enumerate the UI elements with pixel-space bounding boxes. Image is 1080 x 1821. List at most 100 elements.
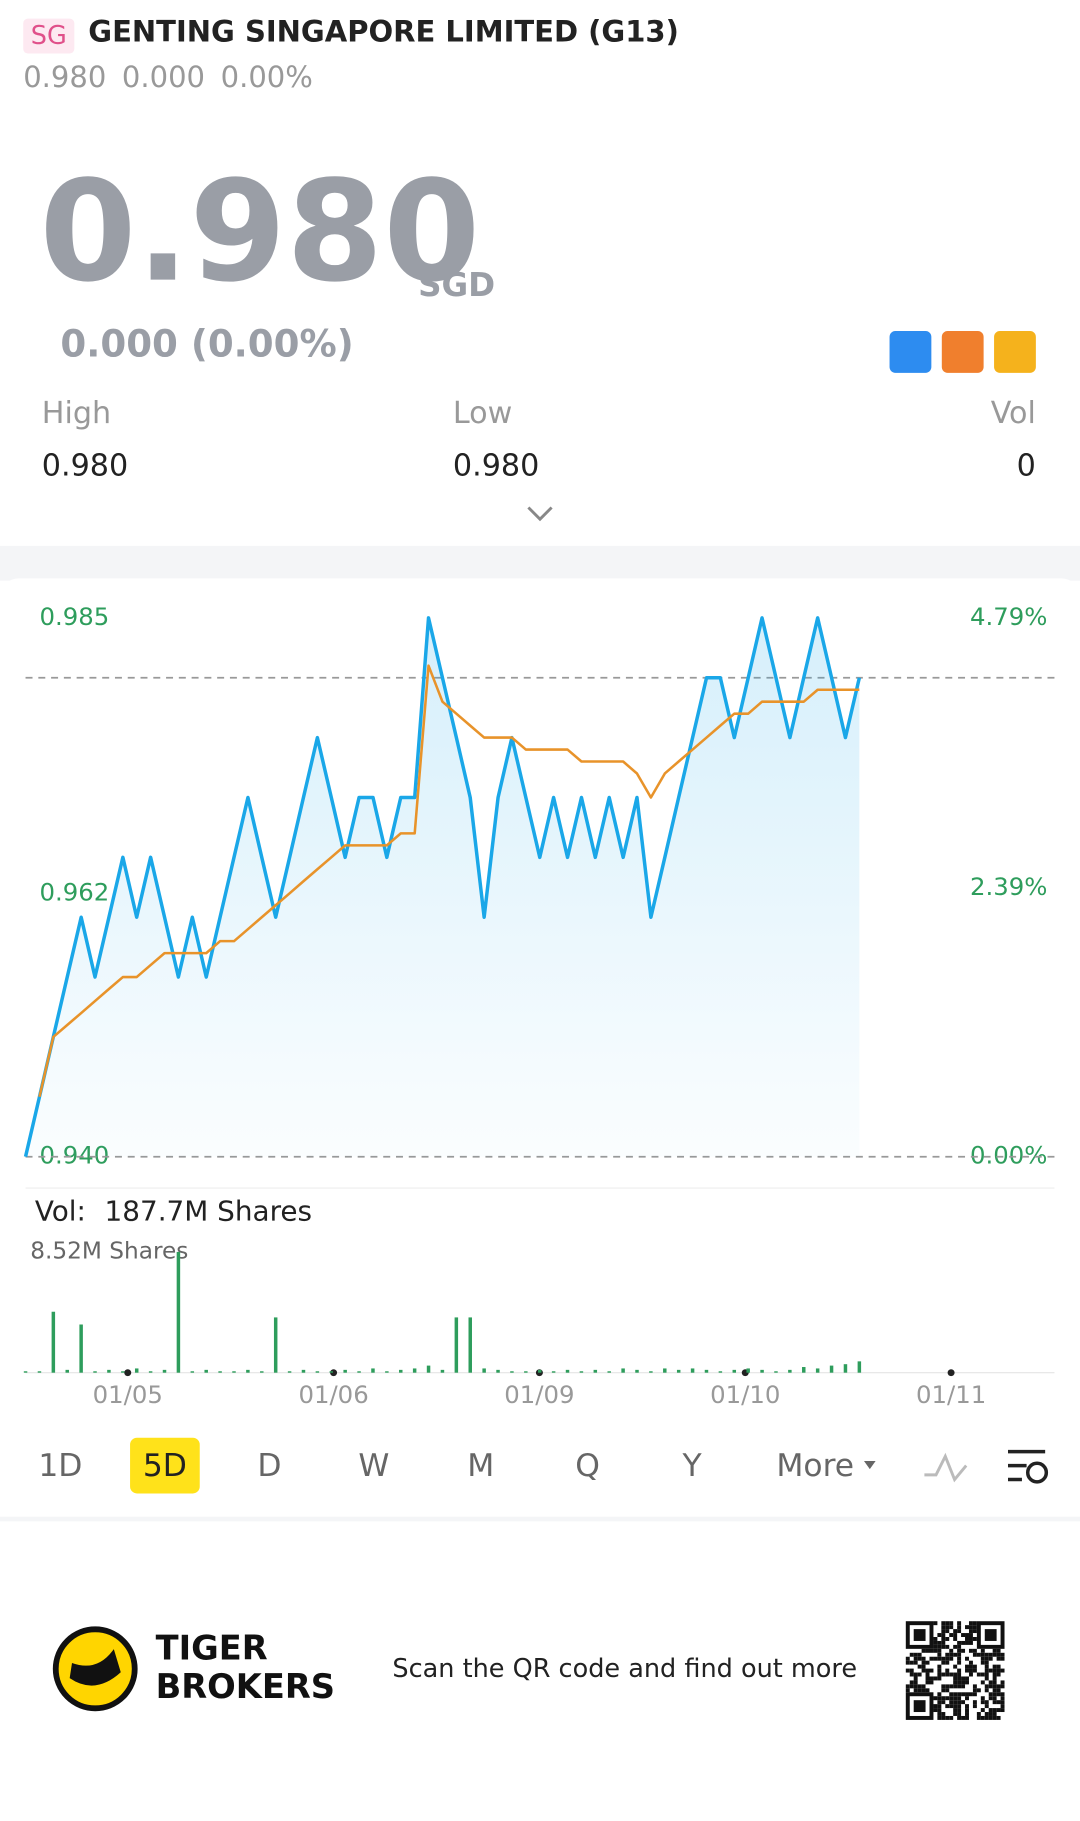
- qr-cell: [953, 1680, 958, 1685]
- qr-cell: [996, 1700, 1001, 1705]
- qr-cell: [972, 1637, 977, 1641]
- qr-cell: [949, 1700, 954, 1705]
- qr-cell: [980, 1656, 985, 1661]
- qr-cell: [945, 1625, 950, 1630]
- qr-cell: [992, 1668, 997, 1673]
- indicator-icon[interactable]: [924, 1452, 968, 1483]
- volume-total: 187.7M Shares: [105, 1194, 313, 1227]
- icon-dollar[interactable]: [994, 331, 1036, 373]
- x-tick-label: 01/05: [93, 1380, 163, 1409]
- qr-cell: [957, 1672, 962, 1677]
- tab[interactable]: D: [257, 1448, 281, 1484]
- qr-finder: [976, 1621, 1005, 1649]
- qr-cell: [984, 1704, 989, 1709]
- qr-cell: [957, 1652, 962, 1657]
- qr-cell: [1000, 1680, 1005, 1685]
- qr-cell: [976, 1712, 981, 1716]
- qr-cell: [992, 1692, 997, 1697]
- qr-cell: [957, 1700, 962, 1705]
- qr-cell: [961, 1648, 966, 1653]
- qr-cell: [980, 1672, 985, 1677]
- tab[interactable]: W: [358, 1448, 389, 1484]
- qr-cell: [988, 1656, 993, 1661]
- volume-bar: [649, 1371, 653, 1373]
- icon-flash[interactable]: [889, 331, 932, 373]
- expand-chevron[interactable]: [527, 506, 553, 522]
- volume-bar: [51, 1311, 56, 1373]
- tab[interactable]: Y: [682, 1448, 703, 1484]
- qr-cell: [941, 1637, 946, 1641]
- x-tick-label: 01/06: [298, 1380, 368, 1409]
- tab[interactable]: Q: [575, 1448, 600, 1484]
- settings-icon-gear[interactable]: [1026, 1461, 1049, 1484]
- volume-bar: [690, 1368, 695, 1373]
- qr-cell: [917, 1672, 922, 1677]
- volume-bar: [260, 1371, 264, 1373]
- qr-cell: [937, 1700, 942, 1705]
- qr-cell: [961, 1692, 966, 1697]
- qr-cell: [965, 1625, 969, 1630]
- qr-cell: [941, 1684, 946, 1689]
- brand-logo-mark: [69, 1649, 121, 1686]
- qr-cell: [968, 1692, 973, 1697]
- volume-bar: [315, 1371, 320, 1373]
- volume-bar: [482, 1368, 486, 1373]
- qr-cell: [984, 1652, 989, 1657]
- qr-cell: [941, 1633, 946, 1638]
- x-tick-label: 01/09: [504, 1380, 574, 1409]
- qr-cell: [972, 1668, 977, 1673]
- y2-tick-label: 0.00%: [970, 1141, 1047, 1170]
- qr-cell: [933, 1640, 938, 1645]
- volume-bar: [301, 1369, 306, 1373]
- footer: TIGER BROKERS Scan the QR code and find …: [52, 1621, 1005, 1720]
- qr-cell: [933, 1648, 938, 1653]
- qr-cell: [968, 1625, 973, 1630]
- qr-cell: [909, 1652, 914, 1657]
- qr-cell: [953, 1708, 958, 1713]
- brand-name: BROKERS: [156, 1667, 335, 1706]
- qr-cell: [913, 1652, 918, 1657]
- qr-cell: [937, 1640, 942, 1645]
- qr-cell: [933, 1696, 938, 1701]
- qr-cell: [909, 1680, 914, 1685]
- qr-cell: [1000, 1708, 1005, 1713]
- qr-cell: [957, 1708, 962, 1713]
- qr-cell: [965, 1676, 969, 1681]
- settings-icon[interactable]: [1008, 1449, 1046, 1482]
- icon-trade[interactable]: [941, 331, 984, 373]
- qr-cell: [965, 1704, 969, 1709]
- qr-cell: [1000, 1656, 1005, 1661]
- volume-tick-label: 8.52M Shares: [30, 1237, 188, 1264]
- volume-bar: [23, 1371, 28, 1373]
- qr-cell: [1000, 1684, 1005, 1689]
- qr-cell: [976, 1652, 981, 1657]
- qr-cell: [957, 1680, 962, 1685]
- qr-cell: [957, 1684, 962, 1689]
- qr-cell: [965, 1708, 969, 1713]
- volume-bar: [121, 1371, 125, 1373]
- tab[interactable]: M: [467, 1448, 494, 1484]
- qr-cell: [996, 1668, 1001, 1673]
- qr-cell: [917, 1684, 922, 1689]
- qr-cell: [921, 1668, 926, 1673]
- volume-bar: [746, 1368, 750, 1373]
- tab[interactable]: More: [776, 1448, 854, 1484]
- qr-cell: [996, 1664, 1001, 1669]
- qr-cell: [957, 1656, 962, 1661]
- qr-cell: [921, 1688, 926, 1693]
- market-badge: SG: [31, 21, 67, 51]
- volume-bar: [774, 1371, 778, 1373]
- qr-cell: [988, 1696, 993, 1701]
- volume-bar: [593, 1369, 598, 1373]
- volume-bar: [565, 1369, 570, 1373]
- qr-cell: [996, 1656, 1001, 1661]
- qr-cell: [953, 1629, 958, 1634]
- price-line: [23, 616, 862, 1158]
- tab-dropdown[interactable]: [864, 1460, 876, 1470]
- tab[interactable]: 1D: [38, 1448, 82, 1484]
- y2-tick-label: 2.39%: [970, 872, 1047, 901]
- qr-cell: [965, 1637, 969, 1641]
- qr-cell: [965, 1696, 969, 1701]
- tab[interactable]: 5D: [143, 1448, 187, 1484]
- qr-cell: [917, 1652, 922, 1657]
